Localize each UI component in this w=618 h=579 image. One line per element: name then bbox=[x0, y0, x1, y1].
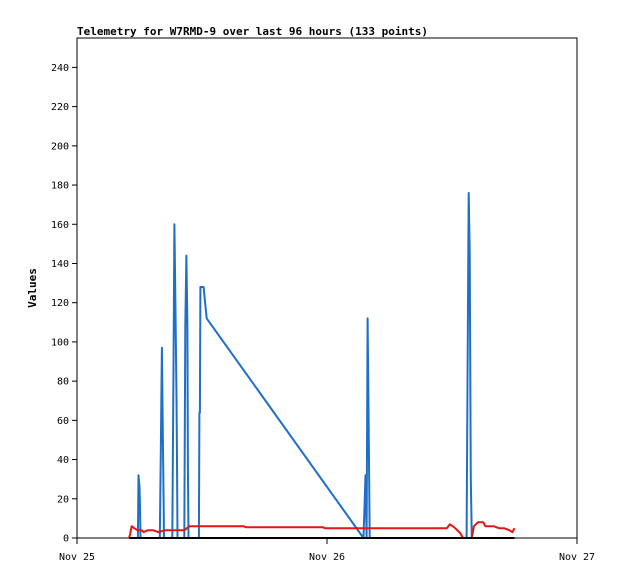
y-tick-label: 180 bbox=[51, 181, 69, 192]
y-tick-label: 0 bbox=[63, 534, 69, 545]
x-tick-label: Nov 26 bbox=[309, 552, 345, 563]
y-tick-label: 100 bbox=[51, 337, 69, 348]
y-tick-label: 60 bbox=[57, 416, 69, 427]
y-tick-label: 80 bbox=[57, 377, 69, 388]
x-tick-label: Nov 27 bbox=[559, 552, 595, 563]
y-axis-label: Values bbox=[26, 268, 39, 308]
y-tick-label: 40 bbox=[57, 455, 69, 466]
y-tick-label: 240 bbox=[51, 63, 69, 74]
x-tick-label: Nov 25 bbox=[59, 552, 95, 563]
y-tick-label: 140 bbox=[51, 259, 69, 270]
y-tick-label: 160 bbox=[51, 220, 69, 231]
y-tick-label: 200 bbox=[51, 141, 69, 152]
y-tick-label: 220 bbox=[51, 102, 69, 113]
series-line-1 bbox=[136, 191, 473, 539]
chart-title: Telemetry for W7RMD-9 over last 96 hours… bbox=[77, 25, 428, 38]
y-tick-label: 120 bbox=[51, 298, 69, 309]
x-axis: Nov 25 Nov 26 Nov 27 bbox=[59, 538, 595, 563]
y-axis: 0 20 40 60 80 100 120 140 160 180 200 220 240 bbox=[51, 63, 77, 545]
y-tick-label: 20 bbox=[57, 494, 69, 505]
series-layer bbox=[128, 191, 516, 539]
plot-area-frame bbox=[76, 37, 578, 539]
series-line-2 bbox=[128, 521, 516, 539]
